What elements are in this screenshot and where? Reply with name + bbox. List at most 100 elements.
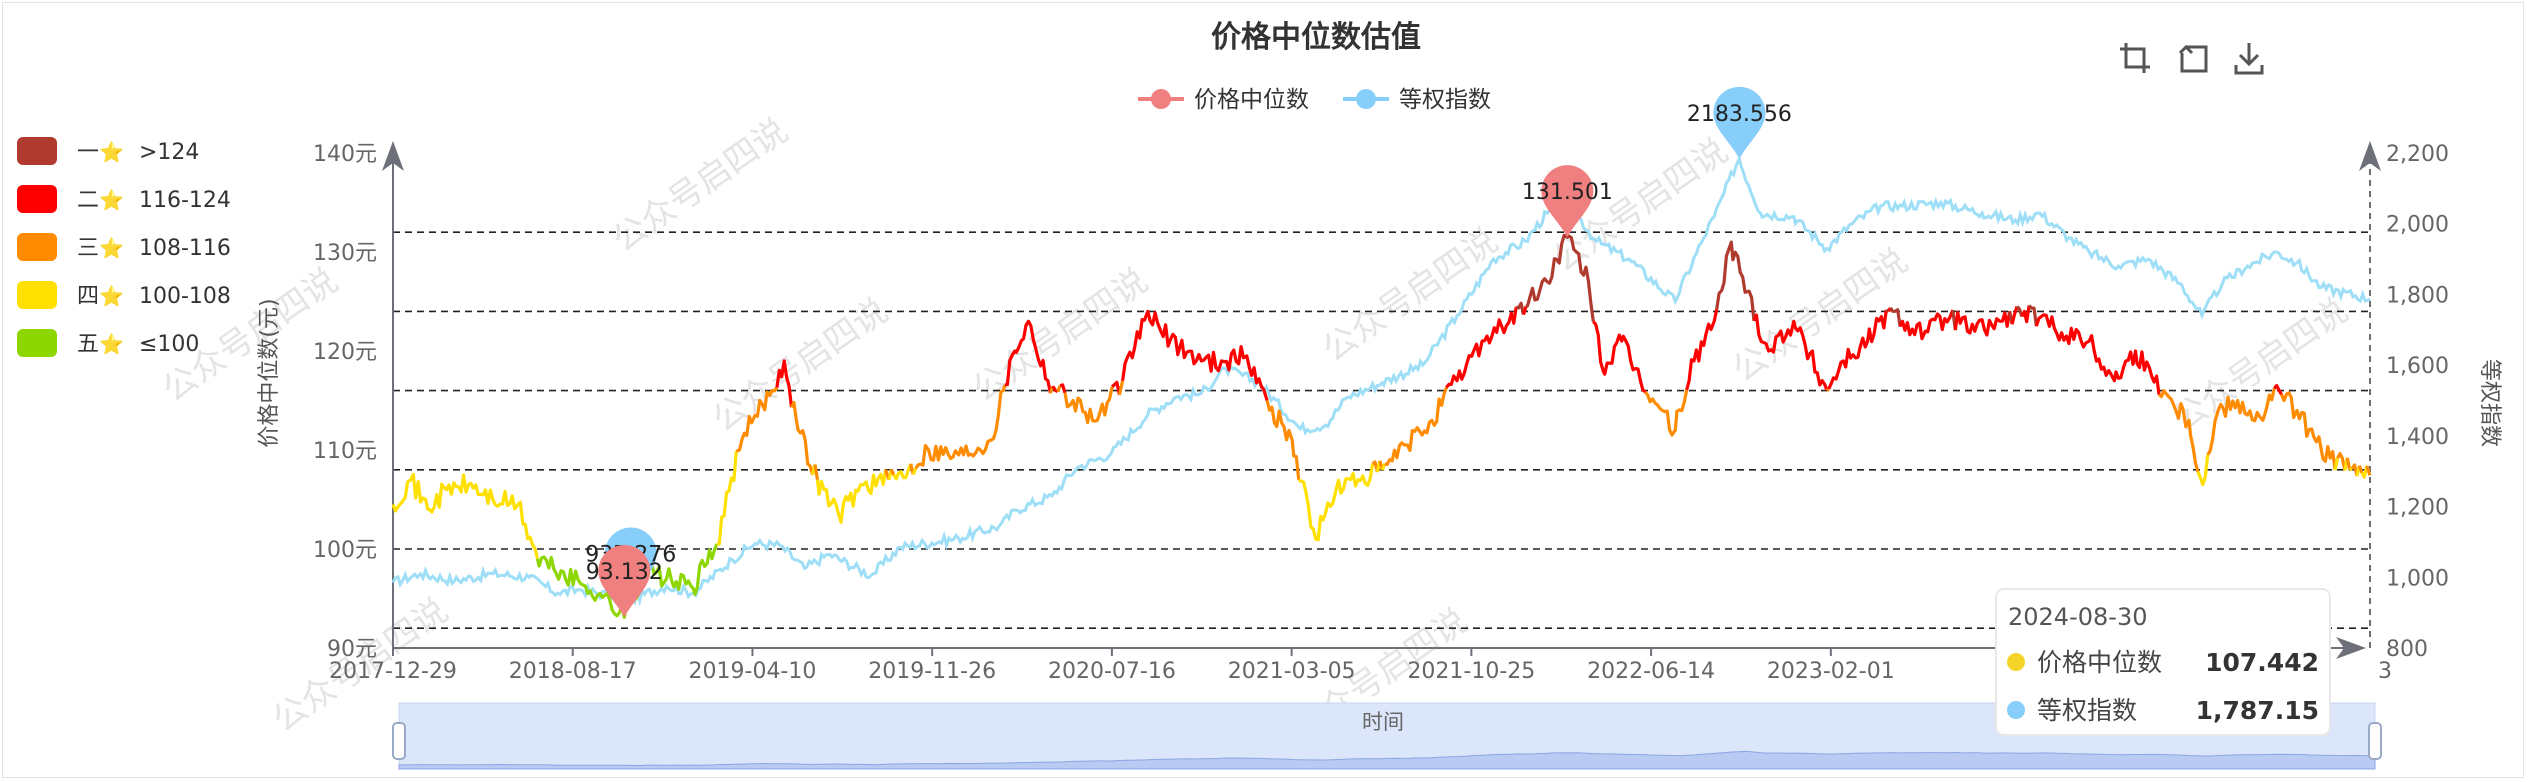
series-line-segment [892, 463, 913, 481]
series-line-segment [1111, 380, 1121, 396]
band-swatch [17, 185, 57, 213]
y-right-tick-label: 1,000 [2386, 566, 2449, 591]
series-line-segment [1380, 463, 1387, 471]
y-axis-left-label: 价格中位数(元) [257, 298, 282, 447]
x-tick-label: 2021-10-25 [1407, 659, 1535, 684]
series-line-segment [2020, 305, 2031, 324]
y-left-tick-label: 110元 [313, 439, 377, 464]
x-tick-label: 2017-12-29 [329, 659, 457, 684]
star-icon: ⭐ [99, 332, 124, 356]
x-tick-label: 2023-02-01 [1767, 659, 1895, 684]
y-right-tick-label: 1,800 [2386, 283, 2449, 308]
datazoom-handle-right[interactable] [2368, 722, 2382, 760]
x-tick-label: 2022-06-14 [1587, 659, 1715, 684]
series-line-segment [1121, 309, 1269, 401]
band-legend-item[interactable]: 一 ⭐ >124 [17, 137, 199, 165]
series-line-segment [1265, 400, 1301, 480]
download-icon[interactable] [2234, 43, 2264, 75]
series-line-segment [2348, 467, 2353, 472]
restore-icon[interactable] [2178, 44, 2208, 73]
marker-label: 131.501 [1522, 180, 1613, 205]
series-line-segment [2365, 465, 2372, 476]
series-line-segment [2345, 457, 2352, 471]
series-line-segment [2360, 465, 2369, 479]
series-line-segment [2336, 451, 2347, 471]
band-legend-item[interactable]: 三 ⭐ 108-116 [17, 233, 231, 261]
x-axis-arrow-icon [2336, 637, 2366, 659]
marker-label: 2183.556 [1687, 102, 1792, 127]
tooltip-box [1995, 588, 2331, 736]
datazoom-handle-left[interactable] [392, 722, 406, 760]
series-line-segment [1063, 386, 1114, 425]
band-legend-item[interactable]: 二 ⭐ 116-124 [17, 185, 231, 213]
chart-canvas: 公众号启四说 公众号启四说 公众号启四说 公众号启四说 公众号启四说 公众号启四说公众号启… [17, 20, 2502, 770]
y-left-tick-label: 140元 [313, 142, 377, 167]
band-label: 三 [77, 236, 99, 261]
series-line-segment [1059, 383, 1067, 394]
tooltip-name-price: 价格中位数 [2037, 648, 2162, 677]
series-line-segment [391, 472, 540, 560]
x-tick-label: 2019-04-10 [689, 659, 817, 684]
series-line-segment [2034, 313, 2161, 395]
series-line-segment [911, 467, 918, 476]
series-line-median-price [391, 233, 2372, 619]
datazoom-sparkline [398, 750, 2376, 770]
series-line-segment [716, 450, 738, 546]
x-tick-label: 2018-08-17 [509, 659, 637, 684]
series-line-segment [1827, 309, 1888, 390]
series-line-segment [2357, 465, 2364, 474]
watermark-text: 公众号启四说 [705, 291, 895, 441]
legend-item[interactable]: 价格中位数 [1138, 87, 1309, 113]
series-line-segment [2015, 305, 2024, 317]
toolbox [2120, 43, 2264, 75]
series-line-segment [813, 464, 820, 480]
y-left-tick-label: 100元 [313, 538, 377, 563]
y-axis-right-arrow-icon [2359, 141, 2381, 171]
band-range: ≤100 [139, 332, 199, 357]
series-line-segment [2350, 463, 2359, 477]
band-range: 108-116 [139, 236, 231, 261]
star-icon: ⭐ [99, 140, 124, 164]
legend-item[interactable]: 等权指数 [1343, 87, 1491, 113]
series-line-segment [1515, 301, 1526, 315]
tooltip-dot-index [2007, 701, 2025, 719]
band-legend-item[interactable]: 四 ⭐ 100-108 [17, 281, 231, 309]
tooltip: 2024-08-30 价格中位数 107.442 等权指数 1,787.15 [1995, 588, 2331, 736]
series-line-segment [1825, 387, 1830, 392]
crop-icon[interactable] [2120, 43, 2150, 73]
series-line-segment [815, 469, 888, 524]
y-axis-left-arrow-icon [382, 141, 404, 171]
tooltip-value-index: 1,787.15 [2196, 696, 2319, 725]
y-right-tick-label: 2,200 [2386, 142, 2449, 167]
legend-label: 等权指数 [1399, 87, 1491, 113]
series-line-segment [2280, 391, 2337, 471]
series-line-segment [1525, 233, 1595, 322]
y-right-tick-label: 800 [2386, 637, 2428, 662]
series-legend: 价格中位数 等权指数 [1138, 87, 1491, 113]
band-range: 100-108 [139, 284, 231, 309]
band-legend-item[interactable]: 五 ⭐ ≤100 [17, 329, 199, 357]
series-line-segment [775, 359, 794, 408]
left-axis-ticks: 90元 100元 110元 120元 130元 140元 [313, 142, 377, 662]
series-line-segment [2027, 304, 2038, 327]
series-line-segment [2273, 384, 2283, 396]
band-label: 一 [77, 140, 99, 165]
x-tick-label: 2020-07-16 [1048, 659, 1176, 684]
series-line-segment [889, 468, 896, 476]
legend-label: 价格中位数 [1194, 87, 1309, 113]
right-axis-ticks: 800 1,000 1,200 1,400 1,600 1,800 2,000 2,200 [2386, 142, 2449, 662]
series-line-segment [1715, 240, 1756, 321]
y-right-tick-label: 2,000 [2386, 213, 2449, 238]
band-swatch [17, 281, 57, 309]
series-line-segment [1685, 308, 1719, 391]
series-line-segment [1953, 310, 2012, 337]
series-line-segment [1752, 313, 1829, 392]
series-line-equal-weight-index [391, 154, 2371, 607]
x-tick-label: 3 [2378, 659, 2392, 684]
band-label: 二 [77, 188, 99, 213]
band-swatch [17, 233, 57, 261]
series-line [391, 154, 2371, 607]
y-right-tick-label: 1,400 [2386, 425, 2449, 450]
band-swatch [17, 329, 57, 357]
series-line-segment [2333, 457, 2340, 471]
